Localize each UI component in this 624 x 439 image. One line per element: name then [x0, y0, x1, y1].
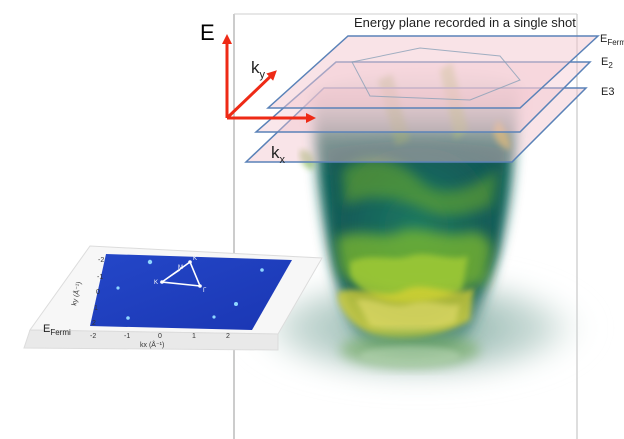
point-label-gamma: Γ [203, 288, 207, 294]
point-label-k-left: K [154, 280, 158, 286]
svg-text:2: 2 [226, 333, 230, 340]
svg-text:1: 1 [94, 305, 98, 312]
caption: Energy plane recorded in a single shot [354, 15, 576, 30]
svg-text:-1: -1 [97, 274, 103, 281]
fermi-surface-inset: M K K Γ -2 -1 0 1 2 ky (Å⁻¹) -2 -1 0 1 2… [23, 245, 323, 351]
point-label-k-top: K [193, 256, 197, 262]
plane-labels: EFermi E2 E3 [600, 33, 624, 98]
inset-x-axis-label: kx (Å⁻¹) [140, 340, 164, 349]
svg-text:0: 0 [158, 333, 162, 340]
ky-axis-arrow [225, 70, 277, 120]
svg-text:2: 2 [92, 320, 96, 327]
svg-text:-1: -1 [124, 333, 130, 340]
fermi-map [90, 254, 292, 330]
point-label-m: M [178, 265, 183, 271]
arpes-volume [238, 62, 598, 388]
plane-label-e2: E2 [601, 56, 613, 70]
background-frame [233, 13, 578, 439]
axes: E ky kx [200, 20, 316, 166]
plane-label-e3: E3 [601, 86, 614, 98]
svg-text:0: 0 [96, 289, 100, 296]
energy-planes [244, 35, 600, 163]
plane-label-e-fermi: EFermi [600, 33, 624, 47]
svg-text:-2: -2 [90, 333, 96, 340]
svg-text:-2: -2 [98, 257, 104, 264]
inset-x-ticks: -2 -1 0 1 2 [90, 333, 230, 340]
kx-axis-label: kx [271, 143, 286, 166]
svg-text:1: 1 [192, 333, 196, 340]
ky-axis-label: ky [251, 58, 266, 81]
inset-y-ticks: -2 -1 0 1 2 [92, 257, 104, 327]
plane-e-fermi [266, 35, 600, 109]
bz-triangle [159, 260, 202, 287]
energy-axis-label: E [200, 20, 215, 45]
inset-e-fermi-label: EFermi [43, 323, 71, 337]
